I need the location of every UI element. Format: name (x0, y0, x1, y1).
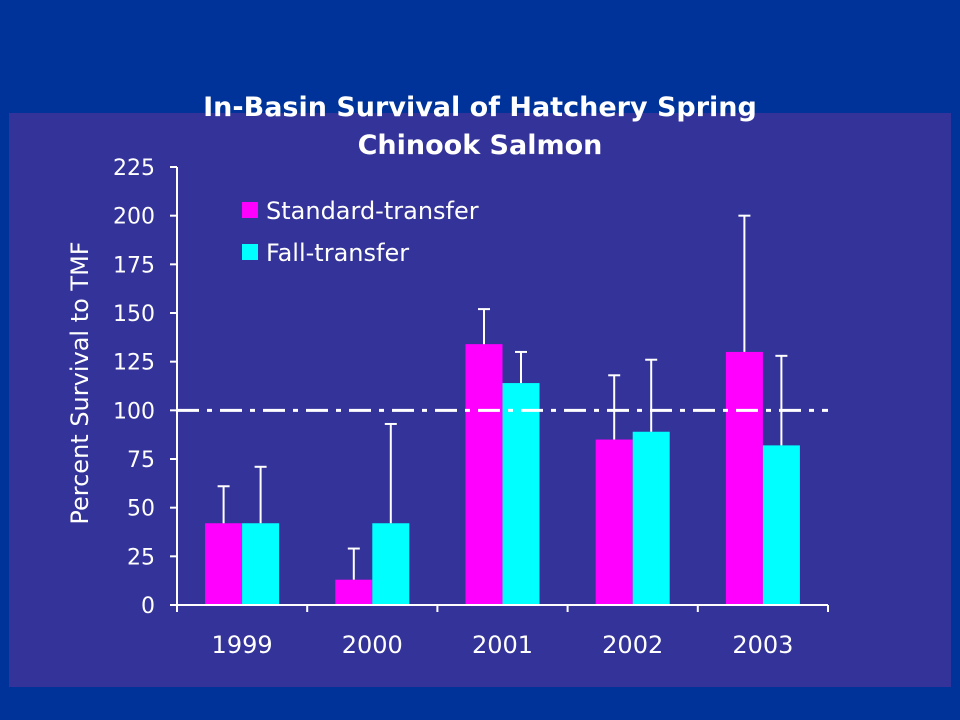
legend: Standard-transfer Fall-transfer (242, 197, 479, 267)
bars-layer (205, 344, 800, 605)
x-tick-label-2001: 2001 (472, 631, 533, 659)
bar-fall-transfer-2003 (762, 445, 800, 605)
y-tick-label: 100 (113, 399, 155, 424)
chart-title: In-Basin Survival of Hatchery Spring Chi… (203, 92, 757, 161)
error-bars-layer (217, 214, 788, 580)
legend-swatch-0 (242, 202, 258, 218)
x-axis: 1999 2000 2001 2002 2003 (176, 605, 829, 659)
y-axis-label: Percent Survival to TMF (66, 241, 94, 524)
y-tick-label: 125 (113, 351, 155, 376)
bar-standard-transfer-2002 (595, 439, 633, 605)
bar-standard-transfer-2003 (725, 351, 763, 605)
y-tick-label: 75 (127, 448, 155, 473)
y-tick-label: 200 (113, 205, 155, 230)
x-tick-label-1999: 1999 (212, 631, 273, 659)
x-tick-label-2002: 2002 (602, 631, 663, 659)
chart-title-line-1: In-Basin Survival of Hatchery Spring (203, 92, 757, 123)
axes-layer (176, 167, 828, 606)
bar-fall-transfer-2000 (372, 523, 410, 605)
bar-fall-transfer-2001 (502, 383, 540, 605)
y-tick-label: 25 (127, 545, 155, 570)
y-tick-label: 175 (113, 253, 155, 278)
y-axis: 0 25 50 75 100 125 150 175 200 225 (113, 156, 177, 619)
bar-fall-transfer-1999 (242, 523, 280, 605)
chart-title-line-2: Chinook Salmon (358, 130, 603, 161)
y-tick-label: 50 (127, 497, 155, 522)
y-tick-label: 225 (113, 156, 155, 181)
x-tick-label-2000: 2000 (342, 631, 403, 659)
bar-standard-transfer-2001 (465, 344, 503, 605)
legend-swatch-1 (242, 244, 258, 260)
bar-fall-transfer-2002 (632, 431, 670, 605)
legend-label-0: Standard-transfer (266, 197, 479, 225)
y-tick-label: 150 (113, 302, 155, 327)
bar-standard-transfer-1999 (205, 523, 243, 605)
legend-label-1: Fall-transfer (266, 239, 409, 267)
bar-standard-transfer-2000 (335, 579, 373, 605)
y-tick-label: 0 (141, 594, 155, 619)
x-tick-label-2003: 2003 (732, 631, 793, 659)
